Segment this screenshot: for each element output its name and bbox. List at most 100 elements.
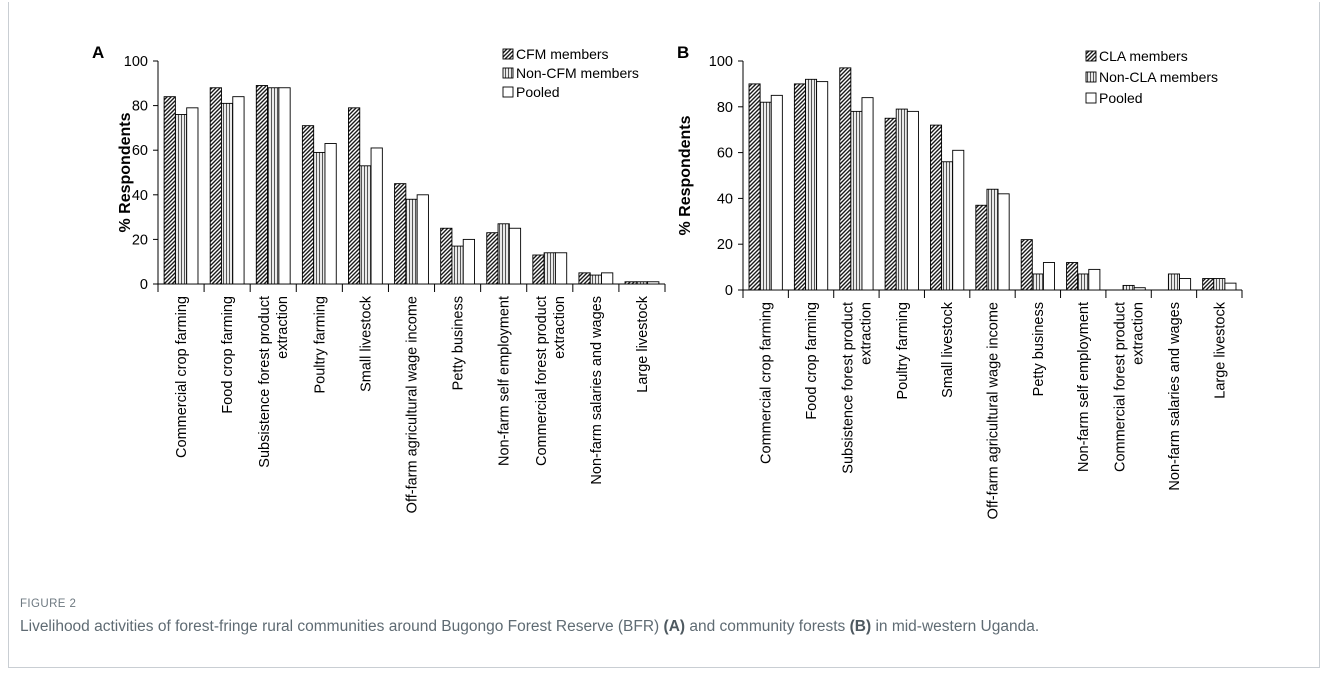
figure-caption: Livelihood activities of forest-fringe r… [20,618,1310,636]
x-category-label-line: Small livestock [358,295,374,392]
x-category-label: Large livestock [635,295,651,392]
chart-panel-a: A % Respondents 0 20 40 60 80 100 Commercial cro… [92,43,666,513]
x-category-label: Subsistence forest product extraction [840,302,874,474]
bar-cfm-members-non-farm-salaries-and-wages [578,272,591,285]
bar-cla-members-poultry-farming [884,117,897,291]
bar-pooled-subsistence-forest-product-extraction [861,97,874,291]
bar-non-cla-members-commercial-forest-product-extraction [1122,284,1135,291]
x-category-label-line: Commercial crop farming [759,302,775,464]
legend-swatch-cla-members [1085,50,1097,62]
bar-cla-members-off-farm-agricultural-wage-income [975,204,988,291]
x-category-label-line: Non-farm self employment [497,296,513,466]
bar-cfm-members-large-livestock [624,281,637,285]
bar-non-cla-members-off-farm-agricultural-wage-income [986,188,999,291]
bar-pooled-petty-business [1042,262,1055,291]
y-tick-label: 80 [132,99,148,115]
panel-letter: A [92,43,104,62]
x-category-label: Non-farm salaries and wages [1167,302,1183,491]
bar-pooled-non-farm-salaries-and-wages [601,272,614,285]
bar-non-cla-members-subsistence-forest-product-extraction [850,110,863,291]
bar-non-cfm-members-commercial-forest-product-extraction [543,252,556,285]
bar-pooled-non-farm-salaries-and-wages [1179,278,1192,291]
bar-non-cfm-members-large-livestock [635,281,649,285]
y-tick-label: 20 [132,232,148,248]
x-category-label: Large livestock [1212,301,1228,398]
x-category-label-line: Petty business [451,296,467,390]
x-category-label: Small livestock [358,295,374,392]
x-category-label: Off-farm agricultural wage income [986,302,1002,519]
bar-cfm-members-small-livestock [348,107,361,285]
y-tick-label: 100 [124,54,148,70]
bar-non-cla-members-poultry-farming [895,108,908,291]
bar-non-cla-members-large-livestock [1213,278,1226,291]
y-tick-label: 100 [709,54,733,70]
x-category-label: Commercial forest product extraction [534,296,568,466]
x-category-label-line: Non-farm self employment [1076,302,1092,472]
bar-cfm-members-poultry-farming [301,125,315,285]
x-category-label: Commercial crop farming [174,296,190,458]
bar-non-cfm-members-non-farm-self-employment [497,223,510,285]
x-category-label-line: Subsistence forest product [257,296,273,468]
bar-non-cla-members-petty-business [1031,273,1044,291]
legend-swatch-non-cfm-members [502,67,514,79]
panel-letter: B [677,43,689,62]
bar-cfm-members-off-farm-agricultural-wage-income [394,183,407,285]
bar-cfm-members-subsistence-forest-product-extraction [255,85,269,285]
x-category-label: Food crop farming [804,302,820,420]
bar-pooled-off-farm-agricultural-wage-income [997,193,1010,291]
bar-pooled-commercial-crop-farming [770,94,783,291]
legend-label-cla-members: CLA members [1099,48,1188,64]
x-category-label: Petty business [1031,302,1047,396]
bar-cla-members-petty-business [1020,239,1033,291]
bar-cfm-members-non-farm-self-employment [486,232,499,285]
x-category-label-line: Off-farm agricultural wage income [986,302,1002,519]
x-category-label-line: extraction [552,296,568,359]
x-category-label-line: Non-farm salaries and wages [589,296,605,485]
legend-swatch-cfm-members [502,48,514,60]
caption-part: Livelihood activities of forest-fringe r… [20,618,664,635]
x-category-label: Petty business [451,296,467,390]
x-category-label-line: Poultry farming [312,296,328,394]
bar-cla-members-subsistence-forest-product-extraction [839,67,852,291]
bar-pooled-poultry-farming [906,110,919,291]
bar-cla-members-non-farm-self-employment [1066,262,1079,291]
x-category-label-line: Large livestock [635,295,651,392]
bar-pooled-subsistence-forest-product-extraction [278,87,291,285]
caption-part: in mid-western Uganda. [871,618,1040,635]
x-category-label-line: Petty business [1031,302,1047,396]
bar-pooled-poultry-farming [324,143,337,285]
bar-cla-members-small-livestock [930,124,943,291]
figure-charts: A % Respondents 0 20 40 60 80 100 Commercial cro… [92,43,1243,519]
x-category-label-line: extraction [1131,302,1147,365]
x-category-label: Subsistence forest product extraction [257,296,291,468]
bar-non-cla-members-non-farm-salaries-and-wages [1167,273,1180,291]
bar-non-cfm-members-food-crop-farming [221,102,234,285]
bar-non-cla-members-commercial-crop-farming [759,101,772,291]
legend-swatch-pooled [1085,92,1097,104]
figure-label: FIGURE 2 [20,598,77,610]
bar-non-cfm-members-subsistence-forest-product-extraction [267,87,280,285]
bar-pooled-petty-business [462,238,475,285]
y-tick-label: 40 [132,188,148,204]
x-category-label-line: Non-farm salaries and wages [1167,302,1183,491]
bar-pooled-commercial-forest-product-extraction [554,252,568,285]
x-category-label: Non-farm self employment [497,296,513,466]
x-category-label-line: extraction [858,302,874,365]
x-category-label: Poultry farming [312,296,328,394]
x-category-label: Commercial forest product extraction [1113,302,1147,472]
caption-part: and community forests [685,618,850,635]
bar-non-cfm-members-poultry-farming [313,151,326,285]
x-category-label-line: Commercial crop farming [174,296,190,458]
bar-non-cla-members-non-farm-self-employment [1077,273,1090,291]
bar-cfm-members-commercial-crop-farming [163,96,176,285]
bar-cfm-members-commercial-forest-product-extraction [532,254,545,285]
bar-cfm-members-petty-business [440,227,453,285]
x-category-label-line: Subsistence forest product [840,302,856,474]
bar-pooled-large-livestock [647,281,660,285]
bar-non-cfm-members-commercial-crop-farming [174,114,188,285]
caption-ref-b: (B) [849,618,872,635]
legend-swatch-pooled [502,86,514,98]
legend-label-non-cla-members: Non-CLA members [1099,69,1218,85]
bar-pooled-small-livestock [952,149,965,291]
y-axis-label: % Respondents [117,112,134,232]
